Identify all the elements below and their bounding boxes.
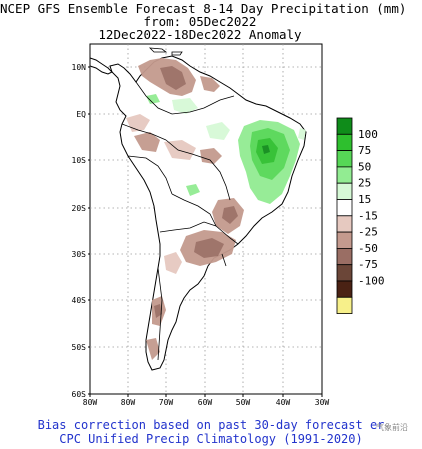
- legend-swatch: [336, 280, 353, 298]
- color-legend: 100 75 50 25 15 -15 -25 -50 -75 -100: [336, 117, 385, 314]
- legend-label: 50: [358, 160, 371, 173]
- legend-swatch: [336, 215, 353, 233]
- legend-label: -75: [358, 258, 378, 271]
- longitude-label: 80W: [121, 398, 136, 407]
- latitude-label: EQ: [76, 110, 86, 119]
- legend-label: -15: [358, 209, 378, 222]
- legend-label: -25: [358, 226, 378, 239]
- legend-swatch: [336, 264, 353, 282]
- legend-label: 15: [358, 193, 371, 206]
- legend-swatch: [336, 150, 353, 168]
- legend-label: 25: [358, 177, 371, 190]
- latitude-labels: 10N EQ 10S 20S 30S 40S 50S 60S: [72, 63, 90, 399]
- latitude-label: 40S: [72, 296, 87, 305]
- caribbean-island: [171, 51, 183, 56]
- country-borders: [121, 81, 239, 361]
- longitude-label: 70W: [159, 398, 174, 407]
- bias-correction-note: Bias correction based on past 30-day for…: [37, 418, 385, 432]
- longitude-label: 50W: [236, 398, 251, 407]
- legend-swatch: [336, 166, 353, 184]
- longitude-label: 40W: [276, 398, 291, 407]
- watermark-logo-text: 气象前沿: [376, 423, 408, 432]
- longitude-label: 30W: [315, 398, 330, 407]
- forecast-issue-date: from: 05Dec2022: [143, 14, 257, 29]
- climatology-note: CPC Unified Precip Climatology (1991-202…: [59, 432, 363, 446]
- central-america-landmass: [90, 57, 113, 75]
- legend-label: -100: [358, 275, 385, 288]
- legend-swatch: [336, 133, 353, 152]
- legend-label: -50: [358, 242, 378, 255]
- legend-swatch: [336, 247, 353, 266]
- legend-swatch: [336, 117, 353, 135]
- legend-swatch: [336, 199, 353, 217]
- latitude-label: 20S: [72, 204, 87, 213]
- legend-swatch: [336, 296, 353, 314]
- latitude-label: 30S: [72, 250, 87, 259]
- latitude-label: 60S: [72, 390, 87, 399]
- legend-swatch: [336, 182, 353, 200]
- longitude-label: 80W: [83, 398, 98, 407]
- legend-swatch: [336, 231, 353, 249]
- forecast-period: 12Dec2022-18Dec2022 Anomaly: [98, 27, 302, 42]
- longitude-labels: 80W 80W 70W 60W 50W 40W 30W: [83, 394, 330, 407]
- latitude-label: 10S: [72, 156, 87, 165]
- caribbean-island: [148, 47, 168, 53]
- legend-label: 75: [358, 144, 371, 157]
- latitude-label: 10N: [72, 63, 87, 72]
- latitude-label: 50S: [72, 343, 87, 352]
- map-title: NCEP GFS Ensemble Forecast 8-14 Day Prec…: [0, 1, 407, 16]
- longitude-label: 60W: [198, 398, 213, 407]
- legend-label: 100: [358, 128, 378, 141]
